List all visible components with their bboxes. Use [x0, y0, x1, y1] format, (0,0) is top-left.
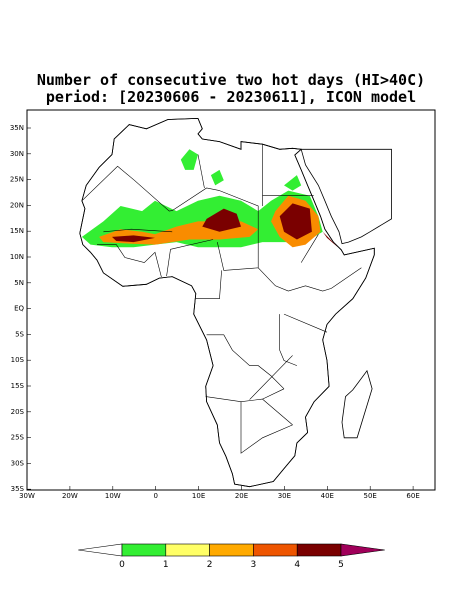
- border: [166, 249, 171, 277]
- border: [249, 355, 293, 400]
- lon-label: 10W: [105, 492, 121, 500]
- lon-label: 50E: [364, 492, 377, 500]
- border: [205, 388, 285, 403]
- lon-label: 10E: [192, 492, 205, 500]
- hot-area: [202, 208, 241, 232]
- lat-label: 10N: [10, 253, 24, 261]
- colorbar-box: [165, 543, 210, 557]
- colorbar: 0 1 2 3 4 5: [78, 543, 385, 570]
- africa-coast: [79, 117, 375, 488]
- lon-label: 20E: [235, 492, 248, 500]
- border: [283, 313, 328, 333]
- lat-label: 35S: [11, 485, 25, 493]
- title-line: Number of consecutive two hot days (HI>4…: [37, 71, 425, 89]
- border: [300, 234, 319, 263]
- lat-label: EQ: [14, 305, 24, 313]
- colorbar-box: [121, 543, 167, 557]
- lon-label: 30E: [278, 492, 291, 500]
- colorbar-box: [253, 543, 298, 557]
- lat-label: 15S: [11, 382, 25, 390]
- border: [262, 398, 293, 426]
- border: [206, 334, 285, 390]
- lat-label: 35N: [10, 124, 24, 132]
- lat-label: 15N: [10, 227, 24, 235]
- lat-label: 10S: [11, 356, 25, 364]
- border: [81, 165, 220, 212]
- lat-label: 25S: [11, 434, 25, 442]
- lon-label: 30W: [19, 492, 35, 500]
- hot-area: [279, 203, 312, 240]
- colorbar-end: [78, 543, 123, 557]
- border: [103, 228, 173, 233]
- lat-label: 20S: [11, 408, 25, 416]
- border: [279, 314, 298, 366]
- title-line: period: [20230606 - 20230611], ICON mode…: [46, 88, 416, 106]
- colorbar-box: [209, 543, 254, 557]
- lat-label: 20N: [10, 201, 24, 209]
- lat-label: 30S: [11, 459, 25, 467]
- lon-label: 20W: [62, 492, 78, 500]
- colorbar-end: [340, 543, 385, 557]
- hot-area: [180, 149, 198, 170]
- lat-label: 25N: [10, 176, 24, 184]
- border: [195, 270, 222, 300]
- colorbar-label: 4: [294, 560, 300, 570]
- lat-label: 5N: [14, 279, 24, 287]
- border: [197, 154, 205, 189]
- lon-label: 0: [153, 492, 157, 500]
- colorbar-box: [296, 543, 342, 557]
- hot-area: [322, 231, 338, 248]
- colorbar-label: 1: [163, 560, 169, 570]
- map: [79, 117, 392, 488]
- border: [97, 244, 162, 278]
- arabia: [300, 148, 392, 245]
- colorbar-label: 2: [207, 560, 213, 570]
- lat-label: 30N: [10, 150, 24, 158]
- hot-area: [112, 235, 155, 243]
- hot-area: [284, 175, 302, 191]
- border: [170, 239, 214, 250]
- map-frame: [26, 109, 436, 491]
- colorbar-label: 3: [251, 560, 257, 570]
- madagascar: [341, 369, 373, 439]
- colorbar-label: 0: [119, 560, 125, 570]
- colorbar-label: 5: [338, 560, 344, 570]
- lon-label: 60E: [406, 492, 419, 500]
- hot-area: [210, 169, 224, 186]
- border: [240, 401, 293, 454]
- lat-label: 5S: [15, 330, 24, 338]
- border: [257, 267, 362, 292]
- lon-label: 40E: [321, 492, 334, 500]
